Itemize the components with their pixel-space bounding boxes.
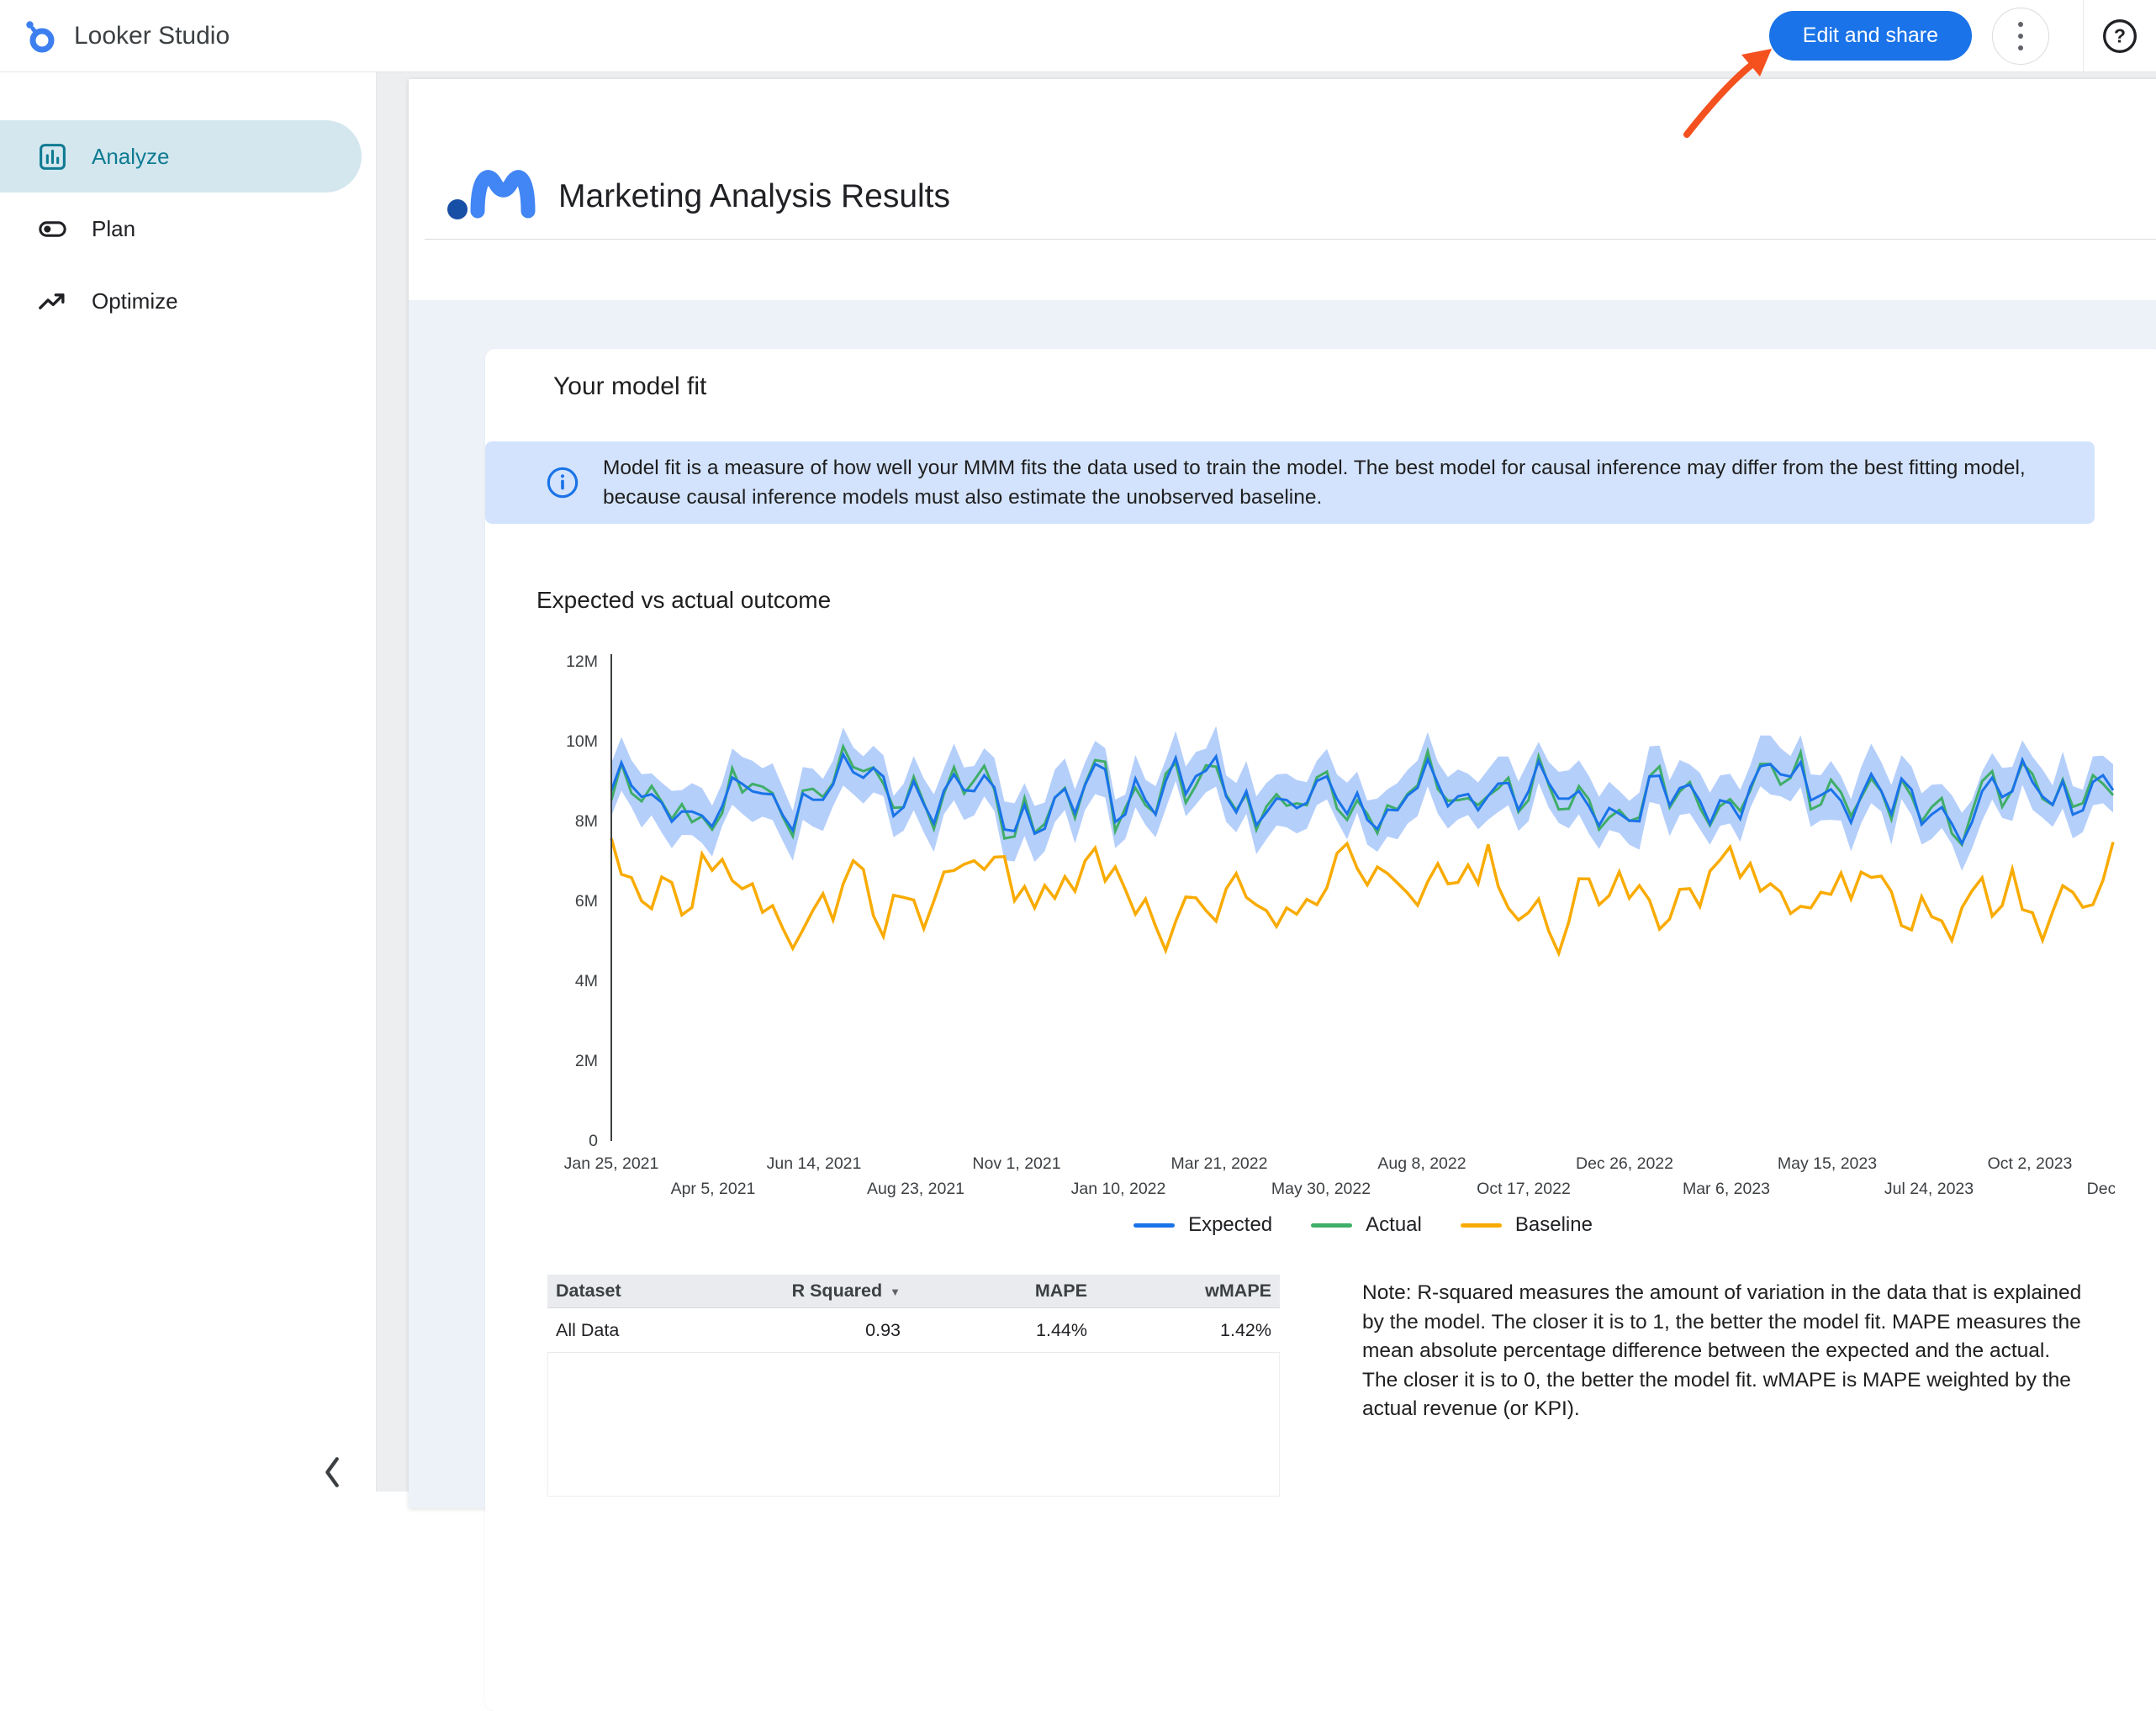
x-tick-label: Mar 21, 2022 — [1171, 1154, 1268, 1173]
legend-label: Baseline — [1514, 1213, 1593, 1236]
brand: Looker Studio — [0, 18, 230, 55]
column-header-r-squared[interactable]: R Squared ▼ — [791, 1281, 901, 1301]
table-header-row: Dataset R Squared ▼ MAPE wMAPE — [547, 1275, 1280, 1308]
more-options-button[interactable] — [1992, 7, 2049, 65]
y-tick-label: 12M — [566, 652, 598, 671]
model-fit-table: Dataset R Squared ▼ MAPE wMAPE All Data 0.93 1.… — [547, 1275, 1280, 1497]
table-cell: 1.44% — [1036, 1319, 1087, 1340]
y-tick-label: 2M — [575, 1052, 598, 1070]
model-fit-card: Your model fit Model fit is a measure of… — [485, 349, 2156, 1711]
info-banner: Model fit is a measure of how well your … — [485, 441, 2095, 524]
x-tick-label: Nov 1, 2021 — [972, 1154, 1060, 1173]
table-row: All Data 0.93 1.44% 1.42% — [547, 1308, 1280, 1353]
x-tick-label: Dec — [2087, 1180, 2115, 1198]
x-tick-label: Oct 17, 2022 — [1477, 1180, 1571, 1198]
header-divider — [425, 239, 2156, 240]
confidence-band — [611, 726, 2113, 871]
x-tick-label: Aug 23, 2021 — [867, 1180, 964, 1198]
topbar-divider — [2083, 0, 2084, 72]
optimize-trending-up-icon — [39, 293, 65, 309]
x-tick-label: Jun 14, 2021 — [767, 1154, 862, 1173]
x-tick-label: Dec 26, 2022 — [1576, 1154, 1673, 1173]
sidebar-item-plan[interactable]: Plan — [0, 193, 362, 265]
sidebar-item-optimize[interactable]: Optimize — [0, 265, 362, 337]
x-tick-label: Jul 24, 2023 — [1884, 1180, 1974, 1198]
x-tick-label: Aug 8, 2022 — [1377, 1154, 1466, 1173]
table-cell: 1.42% — [1220, 1319, 1271, 1340]
legend-item-expected: Expected — [1133, 1213, 1272, 1237]
sort-descending-icon: ▼ — [890, 1285, 901, 1298]
table-empty-area — [547, 1353, 1280, 1497]
y-tick-label: 6M — [575, 892, 598, 911]
edit-and-share-button[interactable]: Edit and share — [1768, 11, 1972, 61]
y-tick-label: 0 — [589, 1132, 598, 1150]
looker-studio-logo — [26, 20, 55, 52]
legend-label: Expected — [1188, 1213, 1273, 1236]
sidebar-collapse-button[interactable] — [309, 1449, 356, 1496]
expected-vs-actual-chart: 0 2M 4M 6M 8M 10M 12M Jan 25, 2021 Jun 14, 2021 N… — [564, 652, 2115, 1198]
legend-item-baseline: Baseline — [1460, 1213, 1593, 1237]
topbar: Looker Studio Edit and share ? — [0, 0, 2156, 72]
baseline-line — [610, 837, 2115, 958]
sidebar-item-label: Plan — [92, 215, 136, 241]
report-viewport: Marketing Analysis Results Your model fi… — [377, 72, 2156, 1711]
info-icon — [547, 467, 579, 499]
analyze-chart-icon — [40, 143, 66, 170]
expected-line — [610, 751, 2115, 847]
note-text: Note: R-squared measures the amount of v… — [1362, 1281, 2082, 1420]
svg-text:?: ? — [2114, 24, 2126, 46]
report-header: Marketing Analysis Results — [409, 79, 2156, 300]
table-cell: 0.93 — [865, 1319, 901, 1340]
y-tick-label: 8M — [575, 812, 598, 831]
x-tick-label: May 30, 2022 — [1271, 1180, 1371, 1198]
column-header-dataset[interactable]: Dataset — [556, 1281, 621, 1301]
sidebar-item-analyze[interactable]: Analyze — [0, 120, 362, 193]
chart-legend: Expected Actual Baseline — [611, 1213, 2115, 1237]
info-banner-text: Model fit is a measure of how well your … — [603, 457, 2026, 509]
help-icon: ? — [2103, 18, 2137, 53]
legend-label: Actual — [1366, 1213, 1422, 1236]
chart-title: Expected vs actual outcome — [536, 587, 832, 613]
y-tick-label: 4M — [575, 972, 598, 990]
help-button[interactable]: ? — [2084, 0, 2156, 72]
column-header-wmape[interactable]: wMAPE — [1205, 1281, 1271, 1301]
x-tick-label: Jan 25, 2021 — [564, 1154, 659, 1173]
marketing-analysis-logo — [447, 170, 536, 219]
vertical-ellipsis-icon — [2018, 21, 2023, 50]
plan-toggle-icon — [39, 220, 66, 237]
report-page: Marketing Analysis Results Your model fi… — [409, 79, 2156, 1711]
y-tick-label: 10M — [566, 732, 598, 751]
sidebar-item-label: Analyze — [92, 143, 170, 169]
chevron-left-icon — [325, 1457, 339, 1487]
actual-series-swatch — [1311, 1223, 1353, 1228]
report-body: Your model fit Model fit is a measure of… — [409, 300, 2156, 1711]
baseline-series-swatch — [1460, 1223, 1502, 1228]
legend-item-actual: Actual — [1311, 1213, 1422, 1237]
sidebar: Analyze Plan Optimize — [0, 72, 377, 1492]
app-title: Looker Studio — [74, 21, 230, 50]
topbar-actions: Edit and share ? — [1768, 0, 2156, 72]
report-title: Marketing Analysis Results — [558, 178, 951, 214]
x-tick-label: Jan 10, 2022 — [1071, 1180, 1166, 1198]
x-tick-label: Mar 6, 2023 — [1683, 1180, 1770, 1198]
table-cell: All Data — [556, 1319, 620, 1340]
x-tick-label: May 15, 2023 — [1778, 1154, 1877, 1173]
expected-series-swatch — [1133, 1223, 1176, 1228]
x-tick-label: Apr 5, 2021 — [671, 1180, 756, 1198]
sidebar-item-label: Optimize — [92, 288, 178, 314]
x-tick-label: Oct 2, 2023 — [1988, 1154, 2073, 1173]
column-header-mape[interactable]: MAPE — [1034, 1281, 1087, 1301]
card-title: Your model fit — [553, 372, 707, 400]
